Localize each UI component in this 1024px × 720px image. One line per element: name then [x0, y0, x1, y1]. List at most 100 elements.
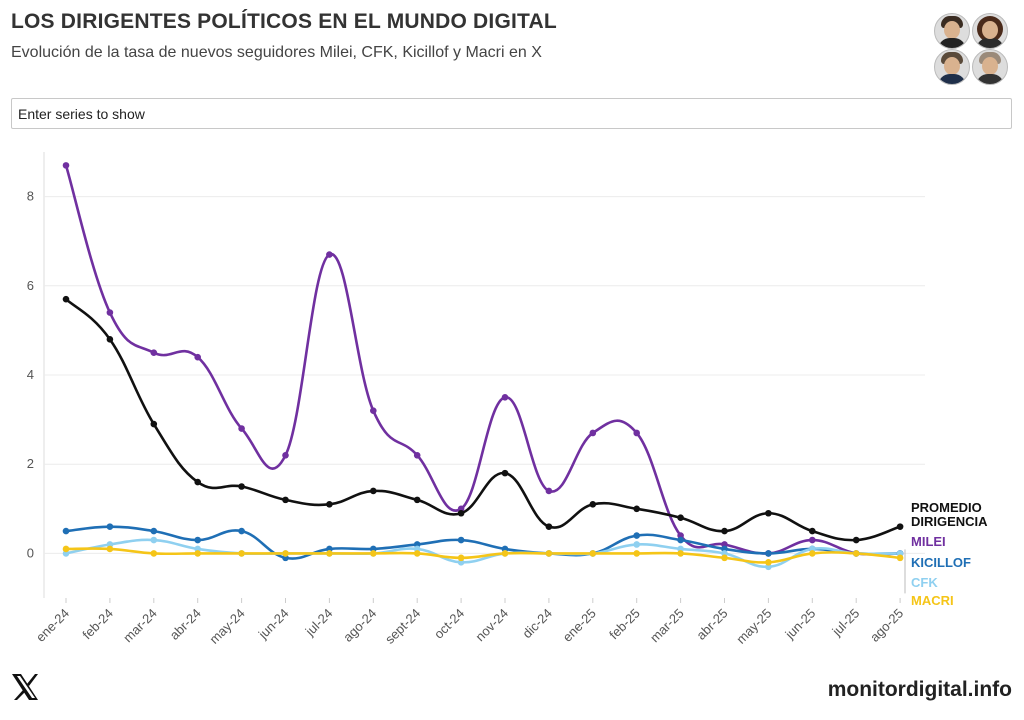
series-line-milei — [64, 165, 901, 556]
data-point-promedio — [457, 509, 465, 517]
data-point-macri — [896, 554, 904, 562]
end-label-kicillof: KICILLOF — [911, 555, 971, 570]
data-point-cfk — [150, 536, 158, 544]
end-label-promedio: PROMEDIO — [911, 500, 982, 515]
data-point-promedio — [765, 509, 772, 517]
x-tick-label: oct-24 — [431, 606, 467, 642]
data-point-milei — [501, 394, 509, 401]
series-filter-input[interactable] — [11, 98, 1012, 129]
series-points — [62, 162, 904, 571]
series-line-promedio — [65, 298, 901, 542]
x-tick-label: feb-25 — [606, 606, 643, 643]
data-point-milei — [282, 451, 289, 459]
data-point-milei — [809, 536, 816, 544]
chart-grid — [43, 152, 925, 598]
data-point-kicillof — [106, 523, 114, 530]
end-label-macri: MACRI — [911, 593, 954, 608]
x-tick-label: nov-24 — [472, 606, 511, 645]
data-point-macri — [501, 550, 509, 557]
avatar-macri — [972, 49, 1008, 85]
data-point-macri — [238, 550, 245, 557]
data-point-macri — [413, 550, 421, 557]
chart-title: LOS DIRIGENTES POLÍTICOS EN EL MUNDO DIG… — [11, 10, 557, 33]
end-label-promedio: DIRIGENCIA — [911, 514, 988, 529]
data-point-milei — [106, 309, 114, 316]
x-tick-label: ago-25 — [867, 606, 906, 645]
y-tick-label: 0 — [27, 545, 34, 560]
x-tick-label: ene-24 — [33, 606, 72, 645]
x-axis: ene-24 feb-24 mar-24 abr-24 may-24 jun-24 jul-… — [33, 598, 906, 647]
data-point-kicillof — [677, 536, 684, 544]
x-tick-label: abr-24 — [167, 606, 204, 643]
data-point-macri — [282, 550, 289, 557]
data-point-promedio — [370, 487, 377, 495]
x-tick-label: ene-25 — [560, 606, 599, 645]
x-tick-label: jul-24 — [302, 606, 336, 640]
data-point-kicillof — [62, 527, 70, 535]
politician-avatars — [934, 13, 1008, 85]
data-point-milei — [413, 451, 421, 459]
data-point-macri — [852, 550, 860, 557]
avatar-cfk — [972, 13, 1008, 49]
data-point-macri — [545, 550, 553, 557]
data-point-macri — [194, 550, 201, 557]
data-point-promedio — [282, 496, 289, 504]
x-tick-label: dic-24 — [519, 606, 555, 642]
end-label-milei: MILEI — [911, 534, 946, 549]
data-point-promedio — [106, 336, 114, 343]
y-axis: 0 2 4 6 8 — [27, 189, 34, 561]
data-point-promedio — [677, 514, 684, 522]
data-point-kicillof — [194, 536, 201, 544]
x-tick-label: sept-24 — [382, 606, 423, 647]
x-tick-label: feb-24 — [79, 606, 116, 643]
data-point-promedio — [633, 505, 640, 513]
data-point-cfk — [633, 541, 640, 548]
chart-subtitle: Evolución de la tasa de nuevos seguidore… — [11, 44, 542, 61]
data-point-macri — [809, 550, 816, 557]
data-point-macri — [106, 545, 114, 553]
data-point-promedio — [150, 420, 158, 428]
y-tick-label: 2 — [27, 456, 34, 471]
x-tick-label: abr-25 — [693, 606, 730, 643]
data-point-kicillof — [150, 527, 158, 535]
data-point-kicillof — [457, 536, 465, 544]
data-point-kicillof — [238, 527, 245, 535]
data-point-promedio — [194, 478, 201, 486]
data-point-macri — [721, 554, 728, 562]
data-point-macri — [677, 550, 684, 557]
data-point-milei — [589, 429, 597, 437]
data-point-promedio — [238, 483, 245, 490]
x-logo-icon — [12, 674, 38, 700]
x-tick-label: may-24 — [206, 606, 247, 647]
data-point-promedio — [413, 496, 421, 504]
data-point-milei — [150, 349, 158, 356]
avatar-kicillof — [934, 49, 970, 85]
data-point-macri — [589, 550, 597, 557]
y-tick-label: 4 — [27, 367, 34, 382]
data-point-macri — [62, 545, 70, 553]
data-point-macri — [150, 550, 158, 557]
data-point-kicillof — [633, 532, 640, 539]
data-point-promedio — [62, 295, 70, 303]
data-point-macri — [457, 554, 465, 562]
data-point-promedio — [589, 501, 597, 508]
x-tick-label: may-25 — [733, 606, 774, 647]
series-line-kicillof — [65, 525, 901, 560]
series-line-macri — [65, 547, 901, 564]
data-point-kicillof — [765, 550, 772, 557]
x-tick-label: jun-24 — [255, 606, 292, 643]
avatar-milei — [934, 13, 970, 49]
data-point-promedio — [326, 501, 333, 508]
y-tick-label: 8 — [27, 189, 34, 204]
data-point-promedio — [721, 527, 728, 535]
x-tick-label: jun-25 — [782, 606, 819, 643]
x-tick-label: mar-25 — [647, 606, 687, 646]
data-point-promedio — [545, 523, 553, 530]
footer-site-name: monitordigital.info — [827, 678, 1012, 701]
data-point-macri — [633, 550, 640, 557]
data-point-milei — [62, 162, 70, 169]
series-lines — [64, 165, 901, 569]
series-line-cfk — [65, 538, 901, 569]
